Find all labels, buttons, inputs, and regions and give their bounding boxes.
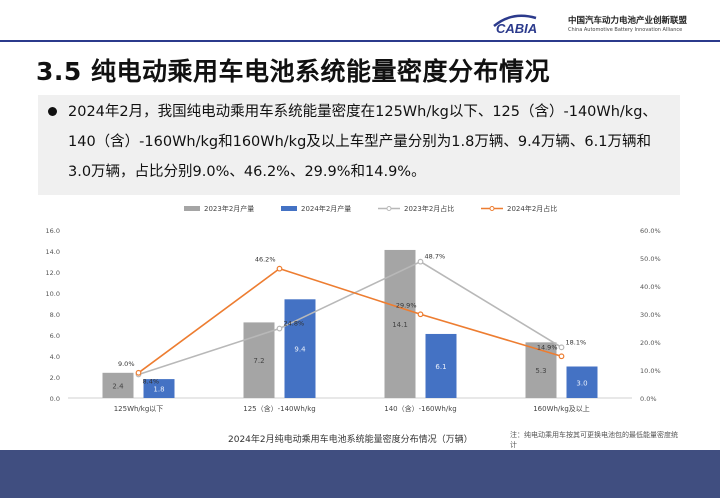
bar-2023: [525, 342, 557, 398]
x-tick-label: 125（含）-140Wh/kg: [243, 404, 315, 413]
legend-label: 2023年2月产量: [204, 204, 254, 213]
y-left-tick-label: 8.0: [50, 311, 60, 319]
slide-title: 3.5 纯电动乘用车电池系统能量密度分布情况: [36, 57, 550, 86]
bar-2024: [143, 379, 175, 398]
y-right-tick-label: 10.0%: [640, 367, 661, 375]
legend-marker: [489, 206, 495, 211]
bar-value-label: 1.8: [153, 386, 164, 394]
line-point: [558, 353, 565, 360]
logo: CABIA 中国汽车动力电池产业创新联盟 China Automotive Ba…: [492, 10, 714, 40]
y-left-tick-label: 6.0: [50, 332, 60, 340]
line-value-label: 48.7%: [425, 253, 446, 261]
y-left-tick-label: 2.0: [50, 374, 60, 382]
line-point: [417, 311, 424, 318]
line-point: [558, 344, 565, 351]
y-left-tick-label: 16.0: [46, 227, 60, 235]
bar-value-label: 9.4: [294, 346, 306, 354]
y-left-tick-label: 14.0: [46, 248, 60, 256]
bar-value-label: 3.0: [576, 379, 587, 387]
legend-swatch: [281, 206, 297, 211]
bar-2024: [284, 299, 316, 398]
bar-value-label: 5.3: [535, 367, 546, 375]
line-point: [276, 265, 283, 272]
line-value-label: 9.0%: [118, 360, 135, 368]
y-left-tick-label: 12.0: [46, 269, 60, 277]
y-left-tick-label: 4.0: [50, 353, 60, 361]
line-2023-share: [138, 260, 562, 376]
y-right-tick-label: 20.0%: [640, 339, 661, 347]
x-tick-label: 140（含）-160Wh/kg: [384, 404, 456, 413]
line-value-label: 29.9%: [396, 301, 417, 309]
summary-box: 2024年2月，我国纯电动乘用车系统能量密度在125Wh/kg以下、125（含）…: [38, 95, 680, 195]
legend-label: 2024年2月产量: [301, 204, 351, 213]
legend-marker: [386, 206, 392, 211]
legend-label: 2024年2月占比: [507, 204, 557, 213]
bar-value-label: 14.1: [392, 321, 408, 329]
line-point: [417, 258, 424, 265]
y-right-tick-label: 30.0%: [640, 311, 661, 319]
legend-swatch: [184, 206, 200, 211]
line-point: [135, 369, 142, 376]
y-right-tick-label: 0.0%: [640, 395, 657, 403]
line-value-label: 18.1%: [566, 338, 587, 346]
bar-2023: [384, 249, 416, 398]
line-2024-share: [138, 267, 562, 374]
bar-value-label: 2.4: [112, 382, 124, 390]
line-point: [276, 325, 283, 332]
bar-2024: [566, 366, 598, 398]
cabia-logo-icon: CABIA: [493, 14, 537, 35]
chart-caption: 2024年2月纯电动乘用车电池系统能量密度分布情况（万辆）: [228, 435, 473, 445]
org-name-cn: 中国汽车动力电池产业创新联盟: [568, 16, 688, 26]
header-line: [0, 40, 720, 42]
logo-wordmark: CABIA: [496, 21, 537, 35]
y-right-tick-label: 60.0%: [640, 227, 661, 235]
footer-band: [0, 450, 720, 498]
y-left-tick-label: 0.0: [50, 395, 60, 403]
y-right-tick-label: 40.0%: [640, 283, 661, 291]
bar-value-label: 6.1: [435, 363, 446, 371]
bar-2024: [425, 333, 457, 398]
chart-note: 注：纯电动乘用车按其可更换电池包的最低能量密度统计: [510, 431, 678, 449]
summary-text: 2024年2月，我国纯电动乘用车系统能量密度在125Wh/kg以下、125（含）…: [68, 104, 657, 180]
x-tick-label: 125Wh/kg以下: [114, 405, 164, 413]
line-value-label: 24.8%: [284, 320, 305, 328]
y-left-tick-label: 10.0: [46, 290, 60, 298]
line-value-label: 8.4%: [143, 377, 160, 385]
org-name-en: China Automotive Battery Innovation Alli…: [568, 27, 683, 33]
x-tick-label: 160Wh/kg及以上: [533, 404, 590, 413]
bar-value-label: 7.2: [253, 357, 264, 365]
bar-2023: [102, 372, 134, 398]
bullet-icon: [48, 107, 57, 116]
legend-label: 2023年2月占比: [404, 204, 454, 213]
line-value-label: 14.9%: [537, 343, 558, 351]
y-right-tick-label: 50.0%: [640, 255, 661, 263]
line-value-label: 46.2%: [255, 256, 276, 264]
energy-density-chart: 0.0 2.0 4.0 6.0 8.0 10.0 12.0 14.0 16.0 0.0% 10.0%…: [46, 204, 661, 413]
